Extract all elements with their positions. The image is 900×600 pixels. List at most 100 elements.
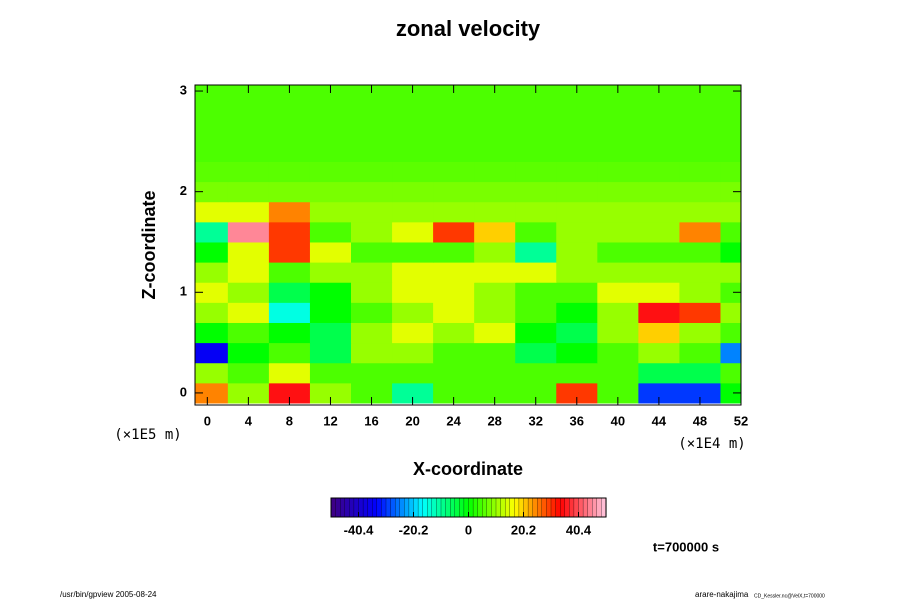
heatmap-cell — [597, 241, 639, 263]
heatmap-cell — [433, 201, 475, 223]
colorbar-swatch — [427, 497, 433, 518]
heatmap-cell — [268, 221, 311, 243]
heatmap-cell — [392, 382, 434, 404]
colorbar-swatch — [495, 497, 502, 518]
heatmap-cell — [556, 161, 598, 183]
heatmap-cell — [720, 262, 741, 283]
colorbar-swatch — [381, 497, 387, 518]
heatmap-cell — [638, 181, 680, 203]
colorbar-tick-label: 0 — [465, 522, 472, 537]
heatmap-cell — [597, 221, 639, 243]
heatmap-cell — [268, 382, 311, 404]
heatmap-cell — [309, 262, 352, 283]
colorbar-swatch — [560, 497, 566, 518]
heatmap-cell — [227, 101, 270, 122]
heatmap-cell — [351, 382, 393, 404]
heatmap-cell — [515, 141, 557, 162]
heatmap-cell — [309, 85, 352, 102]
heatmap-cell — [392, 161, 434, 183]
colorbar-swatch — [546, 497, 552, 518]
heatmap-cell — [720, 382, 741, 404]
heatmap-cell — [268, 101, 311, 122]
colorbar-swatch — [395, 497, 401, 518]
heatmap-cell — [195, 362, 229, 384]
heatmap-cell — [515, 382, 557, 404]
heatmap-cell — [556, 141, 598, 162]
heatmap-cell — [515, 282, 557, 303]
heatmap-cell — [351, 241, 393, 263]
heatmap-cell — [392, 322, 434, 344]
colorbar-tick-label: -40.4 — [344, 522, 374, 537]
heatmap-cell — [720, 362, 741, 384]
heatmap-cell — [720, 101, 741, 122]
heatmap-cell — [268, 121, 311, 142]
heatmap-cell — [474, 221, 516, 243]
heatmap-cell — [474, 362, 516, 384]
colorbar-swatch — [514, 497, 520, 518]
heatmap-cell — [309, 221, 352, 243]
heatmap-cell — [556, 201, 598, 223]
colorbar-swatch — [582, 497, 589, 518]
heatmap-cell — [474, 241, 516, 263]
heatmap-cell — [227, 282, 270, 303]
colorbar-swatch — [505, 497, 511, 518]
heatmap-cell — [392, 362, 434, 384]
heatmap-cell — [392, 262, 434, 283]
heatmap-cell — [556, 342, 598, 364]
heatmap-cell — [515, 302, 557, 323]
heatmap-cell — [679, 85, 721, 102]
colorbar-swatch — [385, 497, 392, 518]
heatmap-cell — [309, 181, 352, 203]
heatmap-cell — [195, 302, 229, 323]
y-tick-label: 0 — [180, 384, 187, 399]
colorbar-swatch — [376, 497, 382, 518]
colorbar-swatch — [491, 497, 497, 518]
colorbar-tick-label: -20.2 — [399, 522, 429, 537]
colorbar-swatch — [472, 497, 479, 518]
heatmap-cell — [433, 282, 475, 303]
heatmap-cell — [309, 121, 352, 142]
x-tick-label: 20 — [405, 413, 419, 428]
heatmap-cell — [392, 141, 434, 162]
heatmap-cell — [433, 382, 475, 404]
heatmap-cell — [556, 121, 598, 142]
colorbar-swatch — [509, 497, 515, 518]
heatmap-cell — [433, 342, 475, 364]
heatmap-cell — [227, 262, 270, 283]
time-label: t=700000 s — [653, 539, 719, 554]
heatmap-cell — [638, 322, 680, 344]
heatmap-cell — [597, 85, 639, 102]
heatmap-cell — [556, 322, 598, 344]
colorbar-swatch — [344, 497, 350, 518]
colorbar-swatch — [349, 497, 355, 518]
colorbar-swatch — [523, 497, 529, 518]
colorbar-swatch — [450, 497, 456, 518]
colorbar-swatch — [445, 497, 451, 518]
heatmap-cell — [515, 241, 557, 263]
heatmap-cell — [195, 141, 229, 162]
x-tick-label: 32 — [529, 413, 543, 428]
heatmap-cell — [268, 362, 311, 384]
heatmap-cell — [351, 101, 393, 122]
heatmap-cell — [433, 262, 475, 283]
heatmap-cell — [597, 121, 639, 142]
colorbar-swatch — [596, 497, 602, 518]
heatmap-cell — [195, 382, 229, 404]
heatmap-cell — [720, 241, 741, 263]
x-tick-label: 36 — [570, 413, 584, 428]
footer-right: arare-nakajima — [695, 590, 749, 599]
heatmap-cell — [433, 241, 475, 263]
heatmap-cell — [679, 282, 721, 303]
heatmap-cell — [392, 85, 434, 102]
heatmap-cell — [597, 282, 639, 303]
heatmap-cell — [679, 362, 721, 384]
heatmap-cell — [720, 161, 741, 183]
heatmap-cell — [679, 382, 721, 404]
colorbar-tick-label: 40.4 — [566, 522, 592, 537]
heatmap-cell — [638, 141, 680, 162]
heatmap-cell — [679, 141, 721, 162]
heatmap-cell — [638, 101, 680, 122]
heatmap-cell — [638, 342, 680, 364]
heatmap-cell — [195, 282, 229, 303]
heatmap-cell — [309, 322, 352, 344]
